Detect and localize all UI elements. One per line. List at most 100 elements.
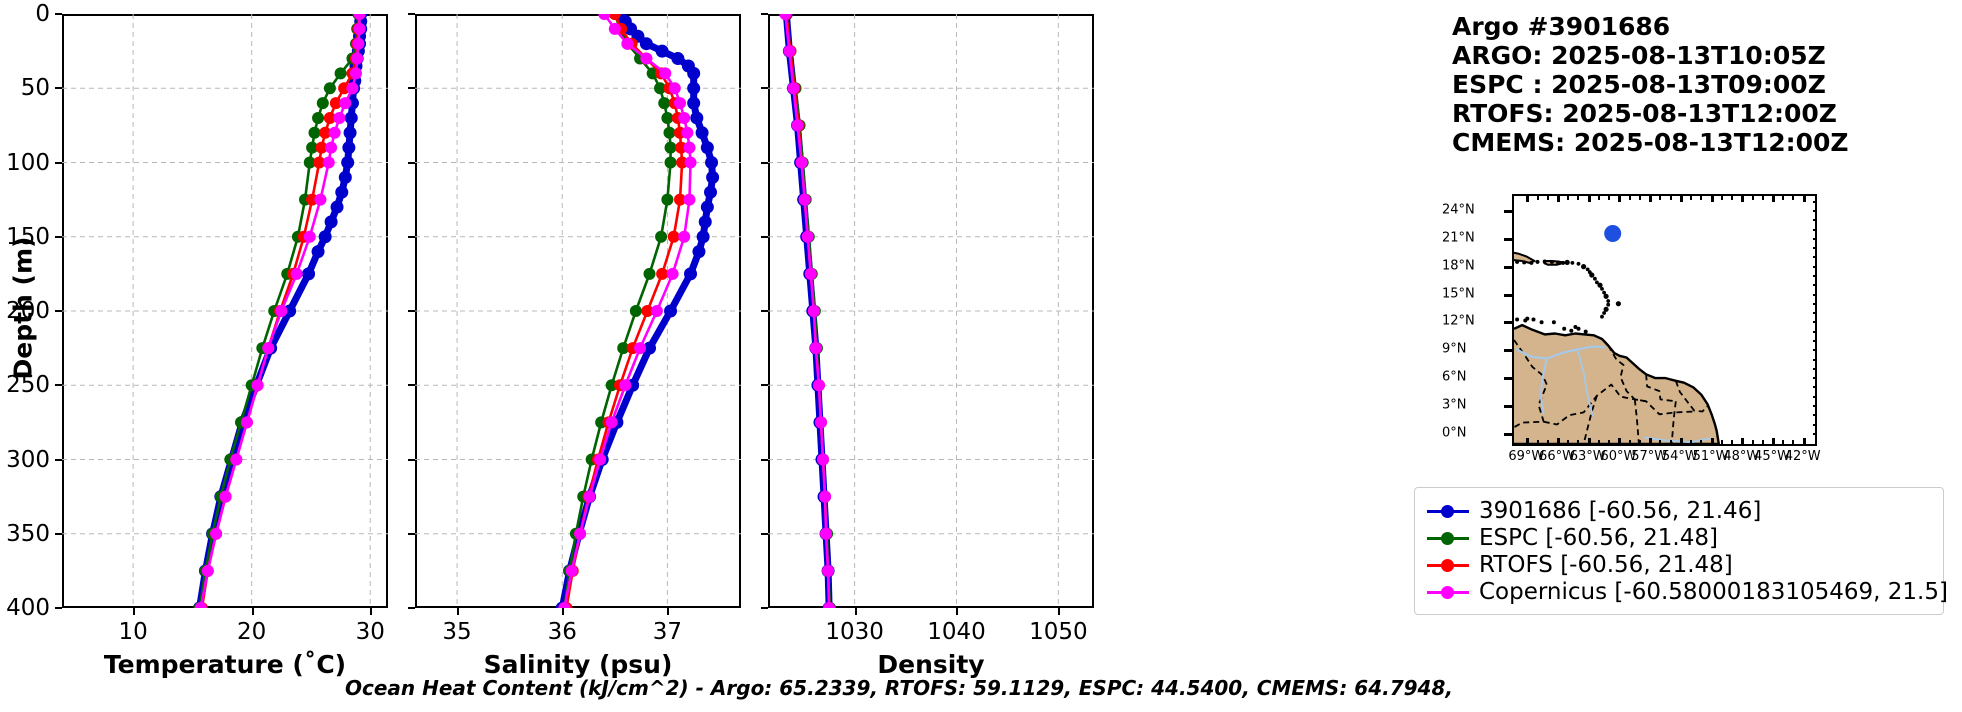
map-lat-minor-tick	[1813, 386, 1817, 389]
legend-item-rtofs[interactable]: RTOFS [-60.56, 21.48]	[1427, 551, 1931, 578]
map-lat-label: 0°N	[1442, 425, 1467, 441]
island-dot	[1515, 259, 1520, 264]
map-lon-minor-tick	[1700, 440, 1703, 444]
island-dot	[1535, 259, 1540, 264]
profile-marker	[338, 82, 351, 95]
map-lon-minor-tick	[1567, 440, 1570, 444]
border-brazil-north	[1543, 383, 1694, 426]
map-lon-minor-tick	[1659, 196, 1662, 200]
map-lon-label: 48°W	[1723, 449, 1760, 464]
profile-marker	[692, 245, 706, 259]
profile-marker	[700, 141, 714, 155]
profile-marker	[817, 453, 830, 466]
island-dot	[1551, 320, 1556, 325]
profile-marker	[705, 156, 719, 169]
island-dot	[1529, 260, 1534, 265]
lesser-antilles-island	[1597, 282, 1603, 288]
profile-marker	[319, 126, 332, 139]
profile-marker	[316, 97, 329, 110]
legend-swatch-rtofs	[1427, 558, 1469, 572]
profile-marker	[342, 141, 356, 155]
orinoco-river	[1515, 345, 1606, 360]
y-tick-mark	[55, 458, 62, 461]
density-tick-label: 1040	[927, 619, 986, 645]
profile-marker	[641, 305, 654, 317]
map-lon-minor-tick	[1546, 440, 1549, 444]
legend-item-argo[interactable]: 3901686 [-60.56, 21.46]	[1427, 497, 1931, 524]
profile-marker	[230, 453, 243, 466]
legend-item-espc[interactable]: ESPC [-60.56, 21.48]	[1427, 524, 1931, 551]
profile-marker	[664, 304, 678, 318]
map-lat-minor-tick	[1813, 247, 1817, 250]
y-tick-mark	[408, 384, 415, 387]
profile-marker	[683, 141, 696, 154]
profile-marker	[302, 267, 316, 281]
y-tick-mark	[55, 13, 62, 15]
map-lon-minor-tick	[1669, 440, 1672, 444]
y-tick-mark	[761, 532, 768, 535]
profile-marker	[809, 342, 822, 355]
profile-marker	[344, 111, 358, 125]
map-lon-minor-tick	[1690, 196, 1693, 200]
profile-marker	[328, 126, 341, 139]
profile-marker	[251, 379, 264, 392]
temperature-tick-label: 20	[237, 619, 267, 645]
island-dot	[1583, 329, 1588, 334]
profile-marker	[323, 111, 336, 124]
profile-marker	[339, 97, 352, 110]
map-lon-minor-tick	[1679, 196, 1682, 200]
profile-marker	[558, 602, 571, 608]
legend-item-cmems[interactable]: Copernicus [-60.58000183105469, 21.5]	[1427, 578, 1948, 605]
profile-marker	[322, 156, 335, 169]
profile-marker	[201, 564, 214, 577]
temperature-plot-svg	[62, 14, 388, 608]
profile-marker	[314, 193, 327, 206]
map-lon-minor-tick	[1720, 440, 1723, 444]
y-tick-mark	[408, 607, 415, 609]
legend-label: ESPC [-60.56, 21.48]	[1479, 524, 1718, 551]
profile-marker	[656, 267, 669, 280]
lesser-antilles-island	[1606, 302, 1611, 307]
salinity-panel	[415, 14, 741, 608]
profile-marker	[819, 490, 832, 503]
map-lon-minor-tick	[1731, 196, 1734, 200]
profile-marker	[640, 52, 653, 65]
map-lon-minor-tick	[1628, 440, 1631, 444]
map-lat-tick	[1504, 432, 1512, 436]
map-lat-minor-tick	[1813, 228, 1817, 231]
profile-marker	[608, 14, 621, 20]
y-tick-mark	[408, 310, 415, 312]
series-legend: 3901686 [-60.56, 21.46] ESPC [-60.56, 21.…	[1414, 487, 1948, 615]
salinity-tick-label: 35	[442, 619, 472, 645]
map-lon-minor-tick	[1577, 440, 1580, 444]
map-lat-minor-tick	[1813, 330, 1817, 333]
profile-marker	[323, 82, 336, 95]
map-lon-minor-tick	[1782, 440, 1785, 444]
map-lon-minor-tick	[1710, 440, 1713, 444]
density-axis-title: Density	[877, 650, 985, 679]
depth-tick-label: 150	[6, 223, 50, 250]
ocean-heat-content-caption: Ocean Heat Content (kJ/cm^2) - Argo: 65.…	[345, 676, 1453, 700]
lesser-antilles-island	[1602, 311, 1606, 315]
y-tick-mark	[55, 235, 62, 238]
profile-marker	[795, 156, 808, 169]
density-tick-label: 1050	[1029, 619, 1088, 645]
map-lon-minor-tick	[1526, 196, 1529, 200]
profile-marker	[655, 230, 668, 243]
lesser-antilles-island	[1564, 259, 1570, 265]
map-lon-minor-tick	[1761, 196, 1764, 200]
profile-marker	[313, 156, 326, 169]
profile-marker	[678, 230, 691, 243]
legend-dot-icon	[1441, 585, 1454, 599]
depth-tick-label: 300	[6, 446, 50, 473]
lesser-antilles-island	[1603, 306, 1609, 312]
map-lon-minor-tick	[1792, 440, 1795, 444]
map-lon-minor-tick	[1649, 196, 1652, 200]
profile-marker	[219, 490, 232, 503]
density-plot-svg	[768, 14, 1094, 608]
map-lon-minor-tick	[1720, 196, 1723, 200]
map-lat-minor-tick	[1813, 321, 1817, 324]
lesser-antilles-island	[1606, 299, 1611, 303]
y-tick-mark	[761, 607, 768, 609]
profile-marker	[676, 156, 689, 169]
